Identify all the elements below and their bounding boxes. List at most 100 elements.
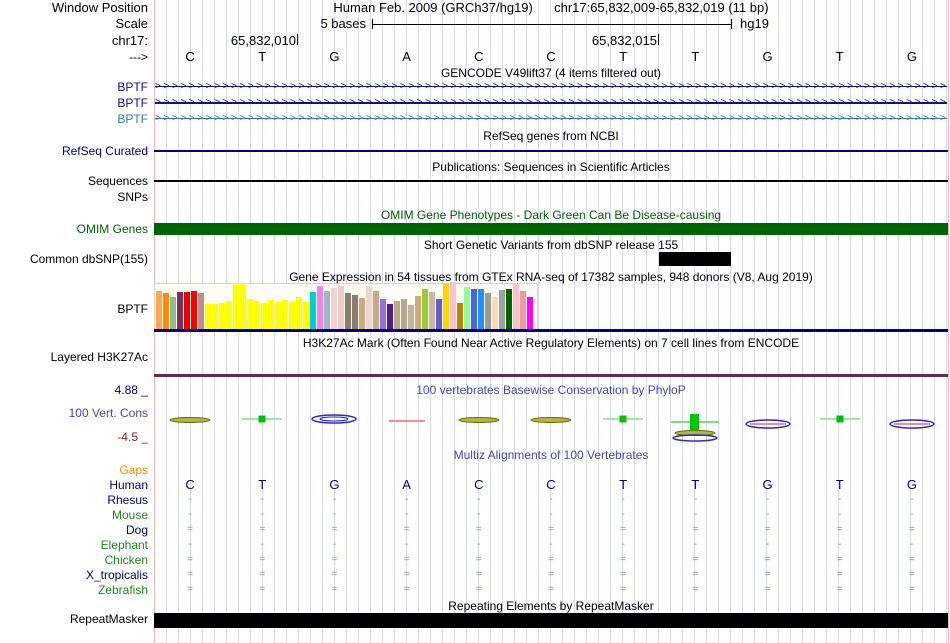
repeatmasker-element-bar[interactable] [154,613,948,628]
species-label-chicken[interactable]: Chicken [104,553,148,567]
gtex-expression-bar[interactable] [254,301,260,329]
gtex-expression-bar[interactable] [163,293,169,329]
gtex-expression-bar[interactable] [380,299,386,329]
gtex-expression-bar[interactable] [408,305,414,329]
gtex-expression-bar[interactable] [506,289,512,329]
conservation-mark-olive[interactable] [165,403,215,443]
gtex-expression-bar[interactable] [394,301,400,329]
gtex-expression-bar[interactable] [345,293,351,329]
conservation-mark-blue-red[interactable] [743,403,793,443]
species-label-mouse[interactable]: Mouse [111,508,148,522]
gtex-expression-bar[interactable] [275,302,281,329]
gtex-expression-bar[interactable] [303,302,309,329]
gtex-expression-bar[interactable] [401,299,407,329]
conservation-mark-red-line[interactable] [382,403,432,443]
conservation-label[interactable]: 100 Vert. Cons [68,406,148,420]
species-label-rhesus[interactable]: Rhesus [107,493,148,507]
strand-arrow-glyphs: >>>>>>>>>>>>>>>>>>>>>>>>>>>>>>>>>>>>>>>>… [155,113,947,124]
gtex-expression-bar[interactable] [317,286,323,329]
conservation-mark-olive[interactable] [526,403,576,443]
gtex-expression-bar[interactable] [261,303,267,329]
gencode-transcript-row[interactable]: >>>>>>>>>>>>>>>>>>>>>>>>>>>>>>>>>>>>>>>>… [155,112,947,126]
gtex-expression-bar[interactable] [205,304,211,329]
gtex-expression-bar[interactable] [422,289,428,329]
dbsnp-variant-box[interactable] [659,252,732,266]
conservation-mark-blue[interactable] [309,403,359,443]
gtex-expression-bar[interactable] [471,289,477,329]
gencode-gene-label[interactable]: BPTF [117,112,148,126]
gtex-expression-bar[interactable] [513,283,519,329]
gtex-expression-bar[interactable] [198,293,204,329]
species-label-elephant[interactable]: Elephant [100,538,148,552]
species-label-human[interactable]: Human [109,478,148,492]
alignment-mark: - [404,539,409,550]
gtex-expression-bar[interactable] [191,291,197,329]
gtex-expression-bar[interactable] [338,286,344,329]
gencode-transcript-row[interactable]: >>>>>>>>>>>>>>>>>>>>>>>>>>>>>>>>>>>>>>>>… [155,96,947,110]
refseq-gene-line[interactable] [154,150,948,152]
gtex-expression-bar[interactable] [296,297,302,329]
gtex-expression-bar[interactable] [170,297,176,329]
gtex-expression-bar[interactable] [373,291,379,329]
gtex-expression-bar[interactable] [156,291,162,329]
gtex-expression-bar[interactable] [520,291,526,329]
gtex-expression-bar[interactable] [268,300,274,329]
omim-genes-label[interactable]: OMIM Genes [76,222,148,236]
layered-h3k27ac-label[interactable]: Layered H3K27Ac [50,350,148,364]
gtex-expression-bar[interactable] [366,286,372,329]
gtex-expression-bar[interactable] [492,297,498,329]
gtex-expression-bar[interactable] [499,290,505,329]
conservation-mark-green-tall[interactable] [670,403,720,443]
base-letter: A [402,49,411,64]
gtex-expression-bar[interactable] [352,295,358,329]
repeatmasker-label[interactable]: RepeatMasker [69,612,148,626]
gtex-expression-bar[interactable] [310,292,316,329]
publications-sequence-line[interactable] [154,180,948,182]
gtex-expression-bar[interactable] [177,292,183,329]
species-label-zebrafish[interactable]: Zebrafish [97,583,148,597]
gtex-expression-bar[interactable] [282,300,288,329]
gtex-expression-bar[interactable] [436,299,442,329]
gtex-expression-bar[interactable] [331,288,337,329]
gtex-expression-bar[interactable] [387,304,393,329]
gtex-expression-bar[interactable] [464,287,470,329]
gtex-expression-bar[interactable] [184,292,190,329]
omim-gene-bar[interactable] [154,223,948,235]
snps-label[interactable]: SNPs [117,190,148,204]
sequences-label[interactable]: Sequences [87,174,148,188]
gtex-expression-bar[interactable] [527,297,533,329]
gtex-expression-bar[interactable] [485,293,491,329]
conservation-mark-green-dot[interactable] [237,403,287,443]
gtex-expression-bar[interactable] [233,283,239,329]
conservation-mark-blue-red[interactable] [887,403,937,443]
common-dbsnp-label[interactable]: Common dbSNP(155) [29,252,148,266]
gtex-expression-bar[interactable] [429,292,435,329]
gtex-expression-bar[interactable] [289,302,295,329]
gencode-gene-label[interactable]: BPTF [117,96,148,110]
conservation-mark-olive[interactable] [454,403,504,443]
gtex-expression-bar[interactable] [443,283,449,329]
gtex-gene-label[interactable]: BPTF [117,302,148,316]
gencode-transcript-row[interactable]: >>>>>>>>>>>>>>>>>>>>>>>>>>>>>>>>>>>>>>>>… [155,80,947,94]
gtex-expression-bar[interactable] [457,303,463,329]
dbsnp-track-title: Short Genetic Variants from dbSNP releas… [423,238,679,252]
gtex-expression-bar[interactable] [247,299,253,329]
h3k27ac-signal-line[interactable] [154,374,948,377]
gtex-expression-bar[interactable] [226,301,232,329]
gtex-expression-bar[interactable] [415,296,421,329]
gtex-expression-bar[interactable] [359,298,365,329]
conservation-mark-green-dot[interactable] [598,403,648,443]
species-label-dog[interactable]: Dog [125,523,148,537]
gtex-expression-bar[interactable] [324,291,330,329]
gtex-expression-bar[interactable] [219,303,225,329]
gtex-expression-bar[interactable] [240,283,246,329]
gtex-expression-bar[interactable] [478,289,484,329]
gencode-gene-label[interactable]: BPTF [117,80,148,94]
species-label-x_tropicalis[interactable]: X_tropicalis [85,568,148,582]
gtex-expression-bar[interactable] [450,282,456,329]
refseq-curated-label[interactable]: RefSeq Curated [61,144,148,158]
gtex-expression-bar[interactable] [212,304,218,329]
conservation-mark-green-dot[interactable] [815,403,865,443]
alignment-base-human: T [619,477,628,492]
species-label-gaps[interactable]: Gaps [119,463,148,477]
